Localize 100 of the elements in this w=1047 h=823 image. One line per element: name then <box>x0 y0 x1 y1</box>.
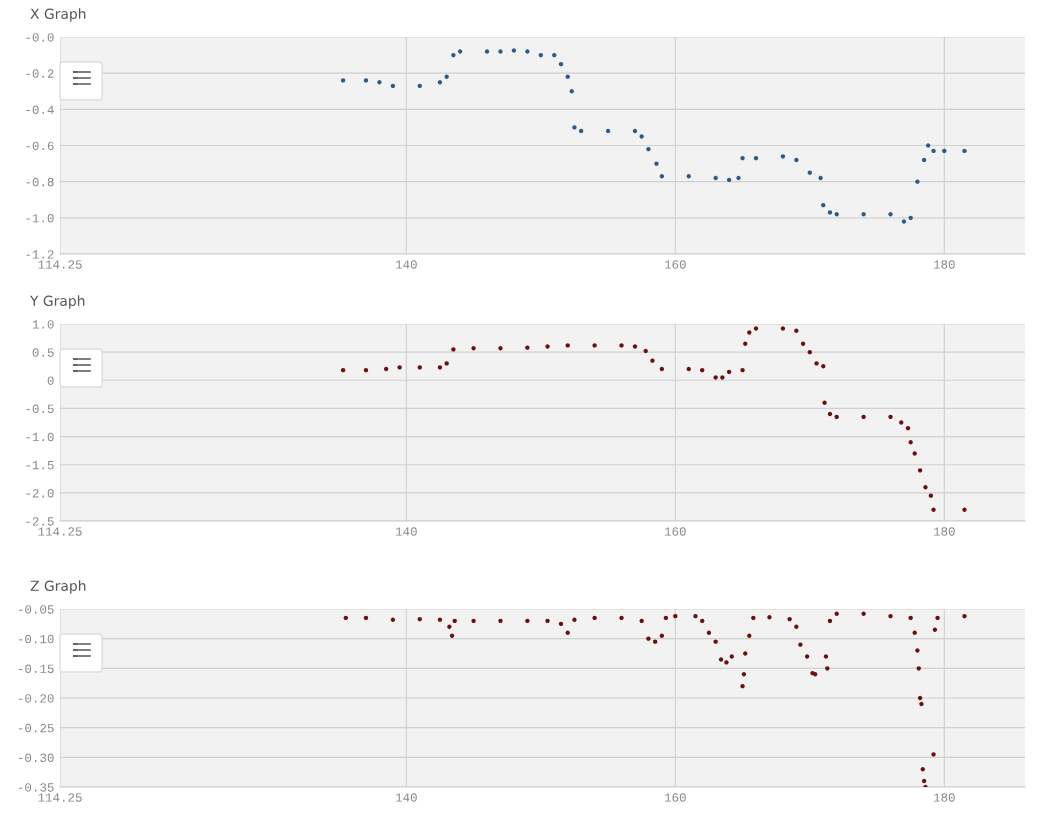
point <box>962 148 967 154</box>
point <box>659 174 665 179</box>
point <box>525 345 530 350</box>
y-tick-label: 1.0 <box>32 320 54 329</box>
point <box>931 507 936 512</box>
point <box>821 202 826 208</box>
point <box>552 52 557 58</box>
x-tick-label: 140 <box>395 260 417 269</box>
point <box>605 128 611 134</box>
y-tick-label: -0.05 <box>18 605 54 614</box>
point <box>484 49 490 54</box>
point <box>740 367 745 373</box>
y-tick-label: -0.0 <box>26 33 54 42</box>
point <box>753 155 759 161</box>
point <box>861 212 866 217</box>
point <box>713 175 718 181</box>
point <box>340 367 346 373</box>
point <box>720 375 725 380</box>
point <box>686 174 691 179</box>
point <box>747 330 752 335</box>
point <box>899 420 904 425</box>
point <box>377 80 382 85</box>
y-tick-label: -0.5 <box>26 404 54 414</box>
point <box>915 179 920 184</box>
x-tick-label: 180 <box>933 793 955 802</box>
y-tick-label: -0.15 <box>18 664 54 673</box>
point <box>643 348 648 354</box>
point <box>383 366 389 372</box>
x-tick-label: 114.25 <box>38 260 82 269</box>
point <box>451 52 456 58</box>
point <box>340 78 346 83</box>
y-tick-label: -0.6 <box>26 141 54 151</box>
point <box>834 414 839 420</box>
point <box>390 83 396 89</box>
point <box>822 400 827 405</box>
point <box>740 155 745 161</box>
point <box>619 343 624 348</box>
point <box>686 366 691 372</box>
y-tick-label: -2.0 <box>26 489 54 498</box>
point <box>654 161 659 166</box>
point <box>780 326 786 331</box>
point <box>888 212 893 217</box>
point <box>962 507 967 512</box>
point <box>444 361 449 366</box>
point <box>363 78 369 83</box>
point <box>525 49 530 54</box>
x-tick-label: 180 <box>933 260 955 269</box>
point <box>925 143 931 148</box>
y-tick-label: 0.5 <box>32 348 54 357</box>
point <box>908 440 913 445</box>
point <box>814 361 819 366</box>
x-tick-label: 160 <box>664 793 686 802</box>
point <box>931 148 936 154</box>
point <box>700 367 705 373</box>
point <box>923 485 928 490</box>
point <box>437 80 443 85</box>
point <box>753 326 759 331</box>
point <box>780 154 786 159</box>
point <box>565 74 570 79</box>
point <box>639 134 644 139</box>
point <box>659 366 665 372</box>
point <box>834 212 839 217</box>
point <box>444 74 449 79</box>
y-tick-label: -1.2 <box>26 250 54 259</box>
point <box>632 128 638 134</box>
point <box>807 349 812 355</box>
point <box>650 358 655 363</box>
point <box>397 365 402 370</box>
point <box>912 451 917 456</box>
point <box>451 347 456 352</box>
point <box>565 343 570 348</box>
point <box>417 83 422 89</box>
chart-title: Y Graph <box>29 295 85 309</box>
point <box>538 52 544 58</box>
point <box>498 49 503 54</box>
point <box>928 493 934 498</box>
x-tick-label: 140 <box>395 793 417 802</box>
y-tick-label: -0.25 <box>18 723 54 733</box>
point <box>578 128 584 134</box>
y-tick-label: -0.8 <box>26 177 54 187</box>
point <box>713 375 718 380</box>
y-tick-label: -0.30 <box>18 753 54 762</box>
y-tick-label: -2.5 <box>26 517 54 526</box>
point <box>917 468 923 473</box>
y-tick-label: -0.2 <box>26 69 54 78</box>
point <box>821 364 826 369</box>
point <box>569 89 574 94</box>
point <box>511 48 517 53</box>
x-tick-label: 160 <box>664 260 686 269</box>
x-tick-label: 140 <box>395 527 417 536</box>
chart-title: X Graph <box>30 8 86 22</box>
point <box>888 414 893 420</box>
point <box>827 210 833 215</box>
point <box>827 411 833 417</box>
y-tick-label: -0.35 <box>18 783 54 792</box>
y-tick-label: -1.0 <box>26 432 54 442</box>
x-tick-label: 160 <box>664 527 686 536</box>
point <box>794 328 799 333</box>
chart-title: Z Graph <box>30 580 86 594</box>
point <box>726 369 732 375</box>
